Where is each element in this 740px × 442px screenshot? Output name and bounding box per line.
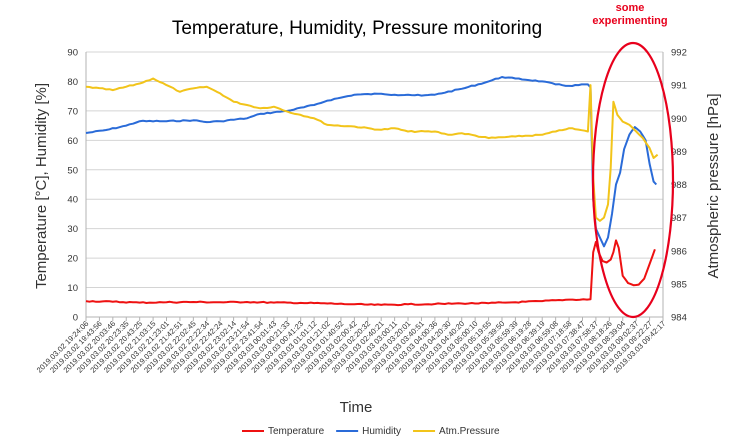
y-axis-left: 0 10 20 30 40 50 60 70 80 90: [67, 48, 78, 324]
y2-tick-label: 992: [671, 48, 687, 59]
y-tick-label: 90: [67, 48, 78, 59]
chart-title: Temperature, Humidity, Pressure monitori…: [172, 18, 542, 39]
legend: Temperature Humidity Atm.Pressure: [242, 426, 500, 437]
y-tick-label: 30: [67, 224, 78, 235]
y2-tick-label: 989: [671, 147, 687, 158]
series-line-humidity: [85, 76, 658, 248]
series-line-temperature: [85, 239, 656, 307]
y-tick-label: 0: [73, 313, 78, 324]
y-tick-label: 20: [67, 254, 78, 265]
y2-tick-label: 985: [671, 279, 687, 290]
y2-tick-label: 984: [671, 313, 687, 324]
y2-tick-label: 990: [671, 114, 687, 125]
y2-tick-label: 988: [671, 180, 687, 191]
legend-label: Humidity: [362, 426, 401, 437]
y-tick-label: 60: [67, 136, 78, 147]
plot-frame: [85, 52, 664, 318]
legend-label: Temperature: [268, 426, 325, 437]
y-axis-right: 984 985 986 987 988 989 990 991 992: [671, 48, 687, 324]
y2-tick-label: 987: [671, 213, 687, 224]
y2-tick-label: 986: [671, 246, 687, 257]
y-tick-label: 50: [67, 165, 78, 176]
grid: [86, 51, 663, 318]
series-line-atm-pressure: [85, 77, 659, 222]
y2-tick-label: 991: [671, 81, 687, 92]
series-lines: [85, 76, 659, 307]
annotation-ellipse: [591, 41, 675, 319]
annotation-text: experimenting: [592, 15, 667, 27]
y-tick-label: 40: [67, 195, 78, 206]
x-axis-title: Time: [340, 399, 373, 416]
annotation-text: some: [616, 2, 645, 14]
y-tick-label: 80: [67, 77, 78, 88]
y-axis-title: Temperature [°C], Humidity [%]: [33, 83, 50, 289]
y-tick-label: 10: [67, 283, 78, 294]
y2-axis-title: Atmospheric pressure [hPa]: [705, 93, 722, 278]
legend-label: Atm.Pressure: [439, 426, 500, 437]
y-tick-label: 70: [67, 106, 78, 117]
